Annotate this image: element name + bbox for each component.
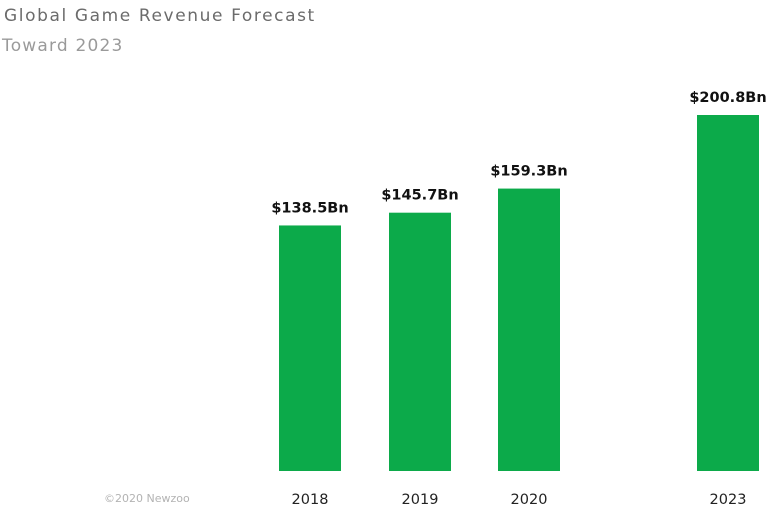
data-label-2018: $138.5Bn (271, 200, 348, 216)
bar-2018 (279, 225, 341, 471)
data-label-2023: $200.8Bn (689, 90, 766, 106)
copyright-text: ©2020 Newzoo (104, 492, 190, 505)
bar-2023 (697, 115, 759, 471)
x-tick-label-2020: 2020 (511, 492, 548, 508)
bar-2020 (498, 188, 560, 472)
x-tick-label-2018: 2018 (292, 492, 329, 508)
x-tick-label-2023: 2023 (710, 492, 747, 508)
x-tick-label-2019: 2019 (402, 492, 439, 508)
bar-2019 (389, 212, 451, 471)
data-label-2019: $145.7Bn (381, 188, 458, 204)
chart-title: Global Game Revenue Forecast (4, 6, 316, 26)
chart-subtitle: Toward 2023 (2, 36, 124, 56)
data-label-2020: $159.3Bn (490, 164, 567, 180)
